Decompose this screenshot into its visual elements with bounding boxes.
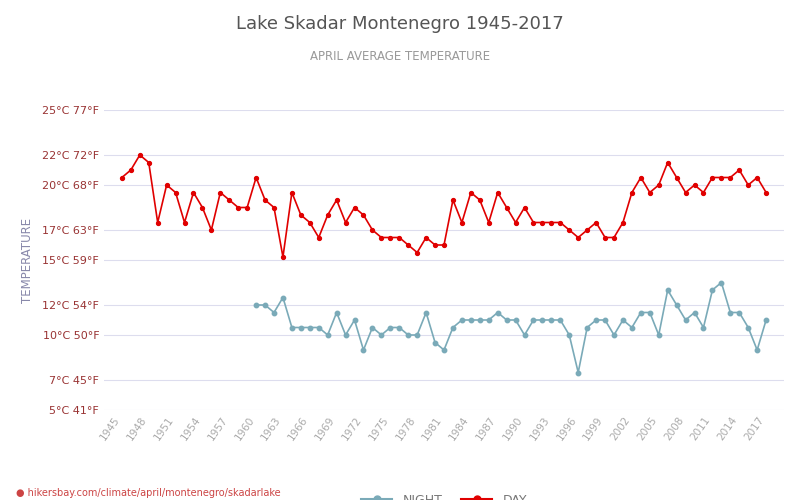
Text: Lake Skadar Montenegro 1945-2017: Lake Skadar Montenegro 1945-2017 — [236, 15, 564, 33]
DAY — [717, 174, 726, 180]
DAY — [278, 254, 288, 260]
Line: DAY: DAY — [120, 153, 768, 259]
NIGHT — [636, 310, 646, 316]
DAY — [672, 174, 682, 180]
NIGHT — [368, 324, 378, 330]
NIGHT — [743, 324, 753, 330]
Line: NIGHT: NIGHT — [254, 280, 768, 374]
NIGHT — [717, 280, 726, 285]
Text: ● hikersbay.com/climate/april/montenegro/skadarlake: ● hikersbay.com/climate/april/montenegro… — [16, 488, 281, 498]
DAY — [350, 204, 359, 210]
NIGHT — [600, 317, 610, 323]
NIGHT — [690, 310, 699, 316]
DAY — [117, 174, 126, 180]
DAY — [690, 182, 699, 188]
NIGHT — [251, 302, 261, 308]
DAY — [762, 190, 771, 196]
NIGHT — [762, 317, 771, 323]
Text: APRIL AVERAGE TEMPERATURE: APRIL AVERAGE TEMPERATURE — [310, 50, 490, 63]
Legend: NIGHT, DAY: NIGHT, DAY — [356, 489, 532, 500]
DAY — [135, 152, 145, 158]
Y-axis label: TEMPERATURE: TEMPERATURE — [21, 218, 34, 302]
DAY — [269, 204, 279, 210]
NIGHT — [377, 332, 386, 338]
NIGHT — [574, 370, 583, 376]
DAY — [457, 220, 466, 226]
